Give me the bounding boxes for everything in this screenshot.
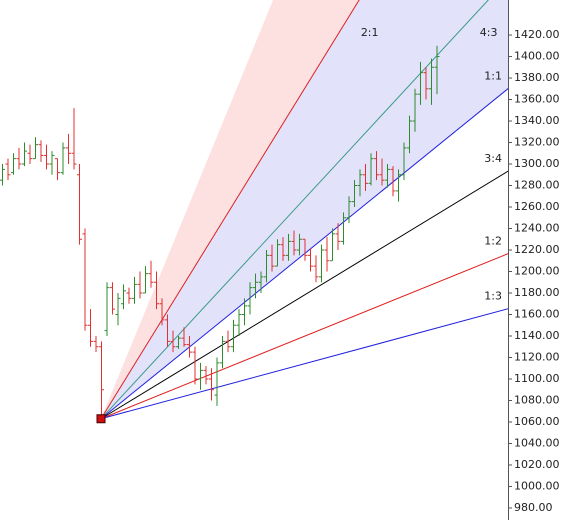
fan-line — [100, 253, 508, 420]
y-tick-label: 1080.00 — [514, 393, 560, 406]
y-tick-label: 1140.00 — [514, 329, 560, 342]
fan-line — [100, 88, 508, 420]
y-tick-label: 1200.00 — [514, 265, 560, 278]
y-tick-label: 1420.00 — [514, 28, 560, 41]
fan-fill — [101, 0, 508, 419]
fan-origin — [96, 414, 106, 424]
fan-label: 1:2 — [484, 235, 502, 248]
y-tick-label: 980.00 — [514, 501, 553, 514]
y-tick-label: 1100.00 — [514, 372, 560, 385]
y-tick-label: 1060.00 — [514, 415, 560, 428]
fan-line — [100, 170, 508, 420]
y-tick-label: 1280.00 — [514, 179, 560, 192]
y-tick-label: 1300.00 — [514, 157, 560, 170]
fan-label: 4:3 — [480, 26, 498, 39]
y-tick-label: 1260.00 — [514, 200, 560, 213]
y-tick-label: 1160.00 — [514, 307, 560, 320]
y-tick-label: 1180.00 — [514, 286, 560, 299]
y-tick-label: 1120.00 — [514, 350, 560, 363]
fan-label: 2:1 — [361, 26, 379, 39]
y-tick-label: 1360.00 — [514, 93, 560, 106]
fan-line — [100, 0, 489, 420]
y-tick-label: 1040.00 — [514, 436, 560, 449]
axis-background — [508, 0, 568, 520]
y-tick-label: 1400.00 — [514, 50, 560, 63]
fan-label: 1:3 — [484, 290, 502, 303]
y-tick-label: 1340.00 — [514, 114, 560, 127]
fan-label: 3:4 — [484, 152, 502, 165]
y-tick-label: 1020.00 — [514, 458, 560, 471]
y-tick-label: 1240.00 — [514, 222, 560, 235]
y-tick-label: 1380.00 — [514, 71, 560, 84]
fan-label: 1:1 — [484, 70, 502, 83]
y-tick-label: 1320.00 — [514, 136, 560, 149]
y-tick-label: 1000.00 — [514, 479, 560, 492]
fan-line — [100, 308, 508, 420]
y-tick-label: 1220.00 — [514, 243, 560, 256]
